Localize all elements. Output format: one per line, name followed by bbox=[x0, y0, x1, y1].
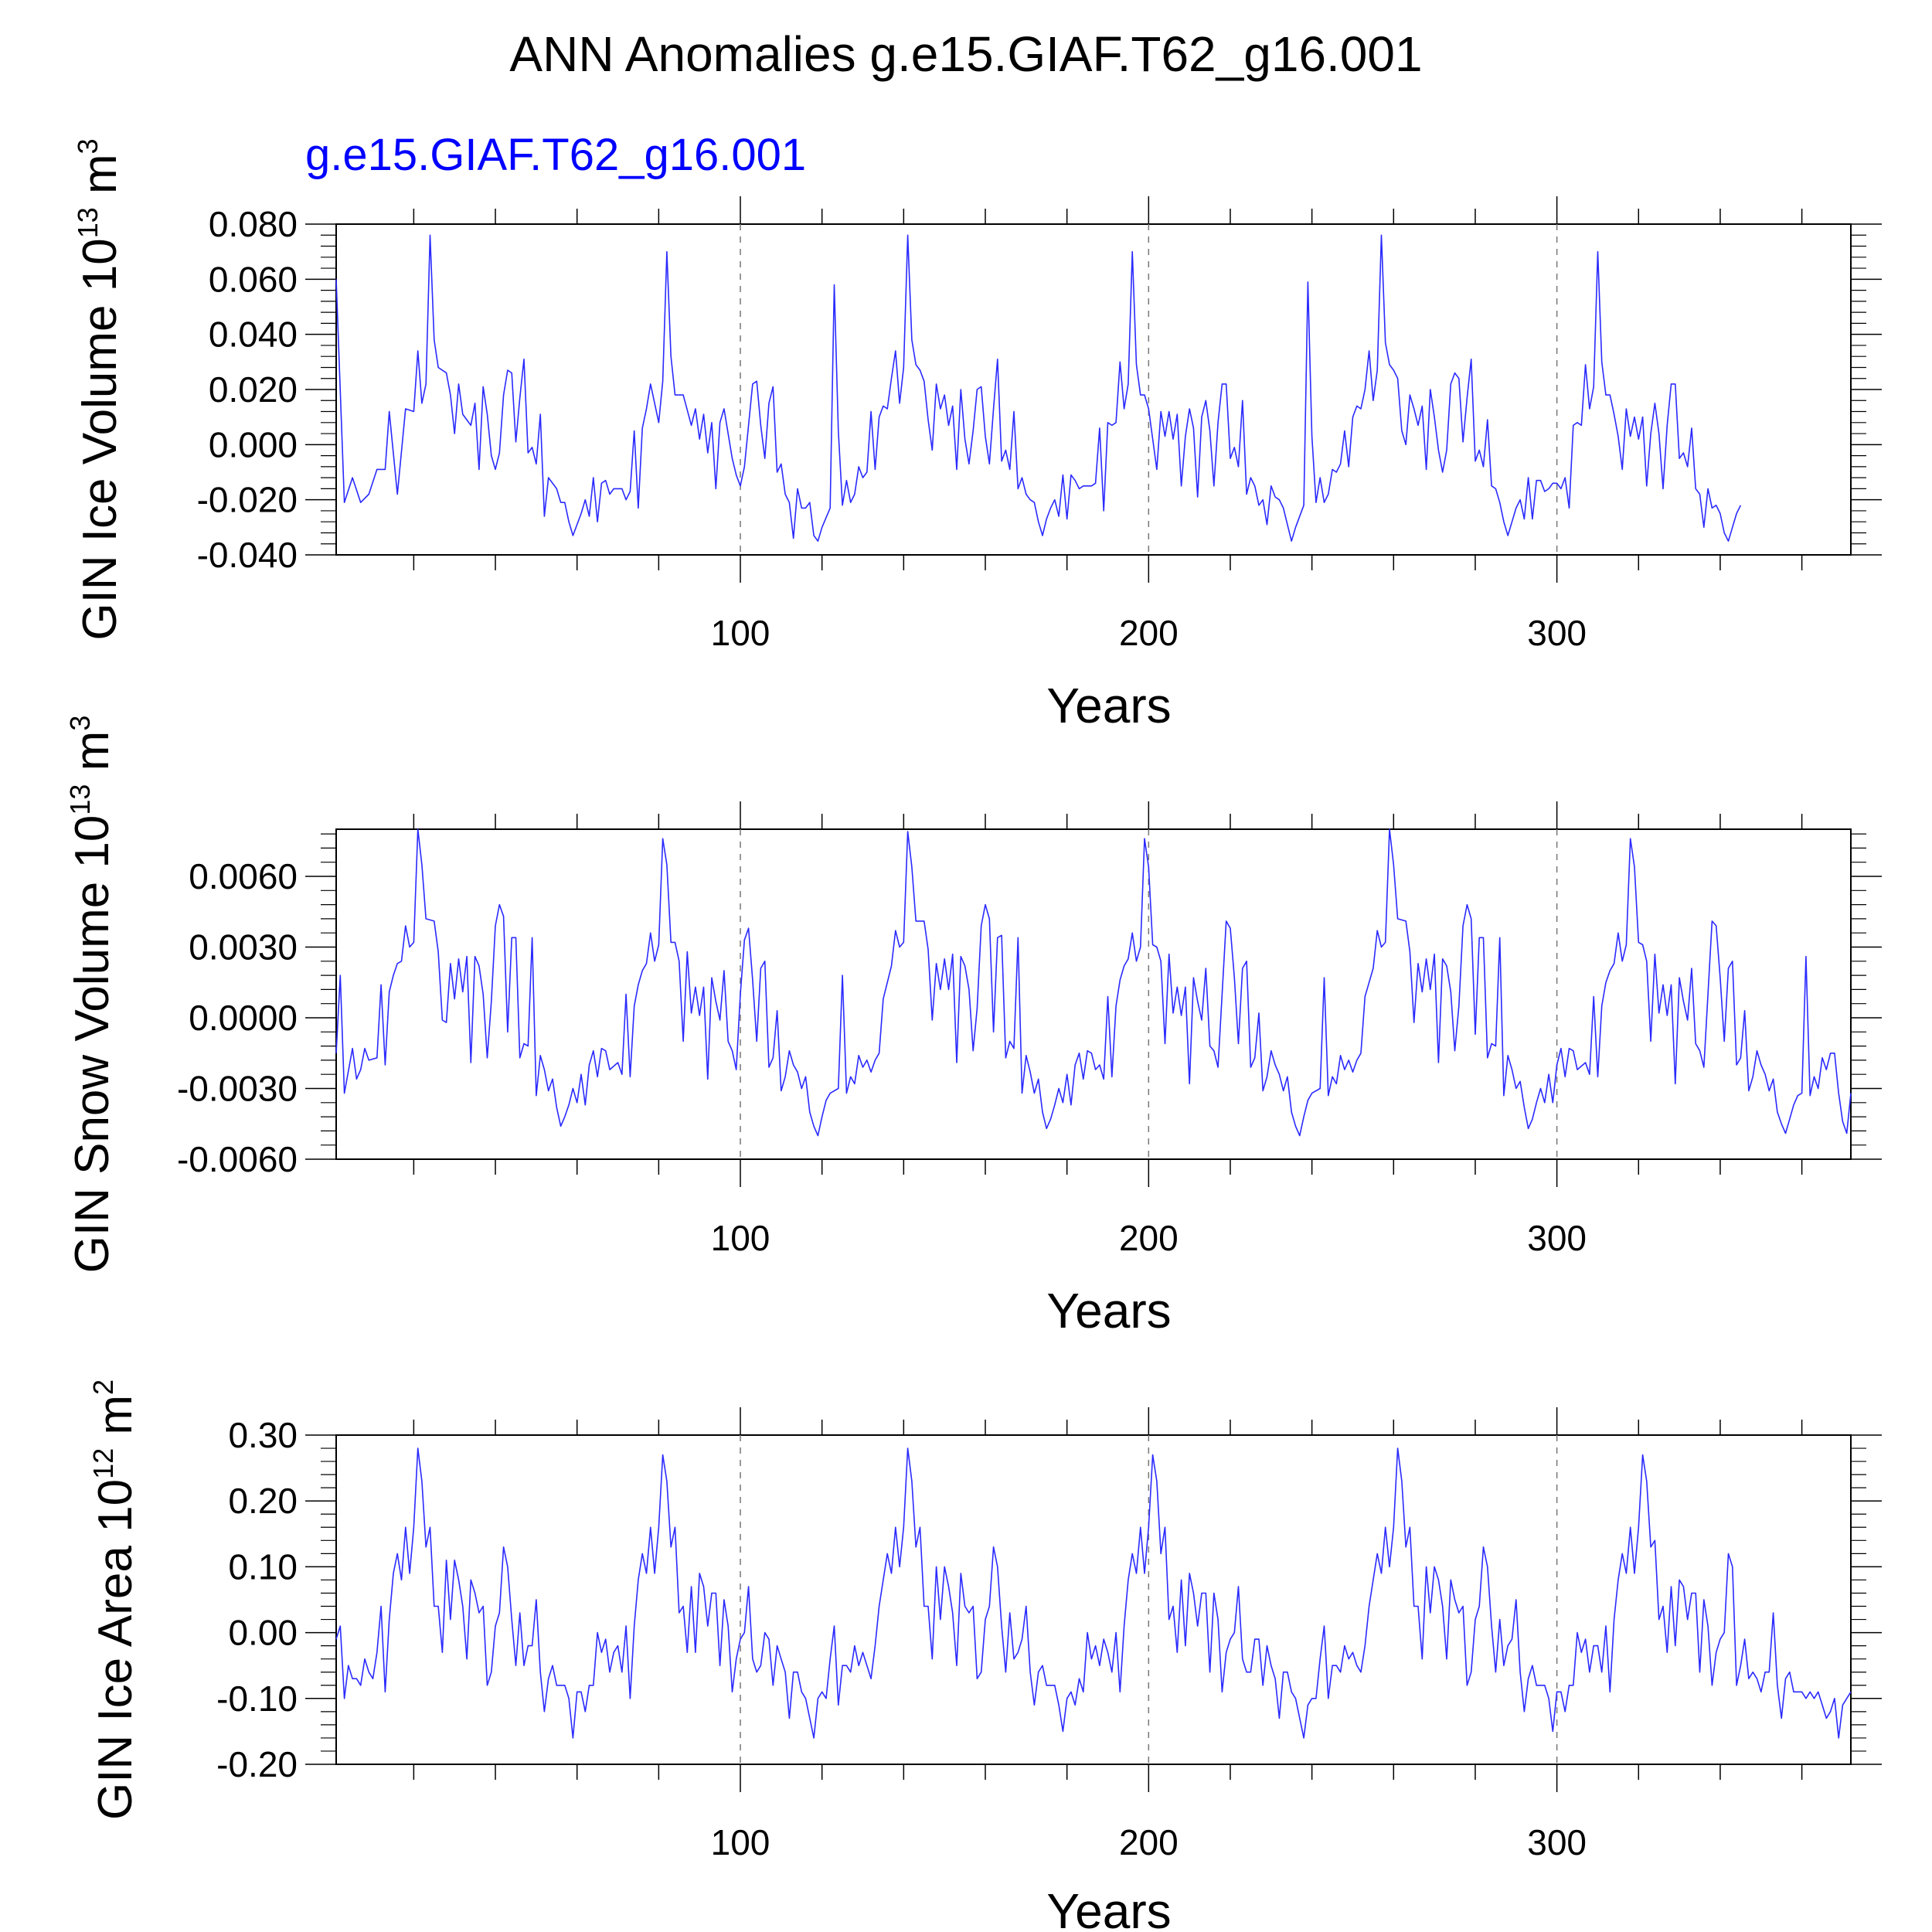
y-tick-label: -0.0030 bbox=[177, 1069, 298, 1109]
series-line-ice-area bbox=[335, 1447, 1852, 1739]
y-tick-label: 0.0030 bbox=[189, 927, 298, 968]
x-tick-label: 100 bbox=[711, 1218, 770, 1258]
x-tick-label: 200 bbox=[1119, 613, 1179, 653]
x-axis-label: Years bbox=[1046, 1283, 1171, 1338]
y-tick-label: 0.020 bbox=[209, 369, 298, 410]
y-axis-label-main: GIN Ice Volume 10 bbox=[73, 238, 127, 640]
panel-ice-volume: 100 200 300 -0.040 -0.020 0.000 0.020 0.040 0.06… bbox=[72, 138, 1882, 733]
x-tick-label: 200 bbox=[1119, 1218, 1179, 1258]
y-tick-label: 0.30 bbox=[228, 1415, 298, 1455]
y-axis-label: GIN Snow Volume 1013 m3 bbox=[64, 716, 119, 1274]
y-tick-label: 0.0000 bbox=[189, 998, 298, 1038]
y-axis-label-exp: 13 bbox=[64, 784, 96, 815]
plot-frame bbox=[335, 1434, 1852, 1765]
plot-frame bbox=[335, 223, 1852, 556]
x-tick-label: 200 bbox=[1119, 1822, 1179, 1862]
y-tick-label: 0.00 bbox=[228, 1613, 298, 1653]
y-axis-label-unit: m bbox=[73, 154, 127, 207]
y-axis-label-unit: m bbox=[66, 731, 119, 784]
y-tick-label: 0.10 bbox=[228, 1546, 298, 1587]
panels: 100 200 300 -0.040 -0.020 0.000 0.020 0.040 0.06… bbox=[64, 138, 1882, 1932]
y-tick-label: -0.020 bbox=[197, 480, 298, 520]
y-tick-label: 0.080 bbox=[209, 204, 298, 244]
series-line-ice-volume bbox=[335, 234, 1742, 543]
y-axis-label: GIN Ice Area 1012 m2 bbox=[87, 1379, 142, 1820]
y-axis-label-main: GIN Ice Area 10 bbox=[89, 1479, 142, 1820]
y-tick-label: -0.0060 bbox=[177, 1139, 298, 1179]
y-tick-label: 0.040 bbox=[209, 315, 298, 355]
x-axis-label: Years bbox=[1046, 1883, 1171, 1932]
y-axis-label: GIN Ice Volume 1013 m3 bbox=[72, 138, 127, 640]
y-tick-label: 0.060 bbox=[209, 259, 298, 299]
x-tick-label: 300 bbox=[1527, 1822, 1587, 1862]
y-axis-label-unit-exp: 2 bbox=[87, 1379, 119, 1395]
y-tick-label: 0.000 bbox=[209, 424, 298, 464]
series-line-snow-volume bbox=[335, 828, 1852, 1137]
y-axis-label-unit-exp: 3 bbox=[64, 716, 96, 731]
y-tick-label: -0.20 bbox=[216, 1744, 298, 1784]
y-axis-label-exp: 13 bbox=[72, 207, 104, 238]
plot-frame bbox=[335, 828, 1852, 1160]
y-axis-label-unit-exp: 3 bbox=[72, 138, 104, 154]
x-axis-label: Years bbox=[1046, 678, 1171, 733]
figure-title: ANN Anomalies g.e15.GIAF.T62_g16.001 bbox=[509, 26, 1422, 82]
x-tick-label: 300 bbox=[1527, 613, 1587, 653]
x-tick-label: 300 bbox=[1527, 1218, 1587, 1258]
x-tick-label: 100 bbox=[711, 1822, 770, 1862]
y-tick-label: 0.0060 bbox=[189, 856, 298, 896]
panel-snow-volume: 100 200 300 -0.0060 -0.0030 0.0000 0.0030 0.006… bbox=[64, 716, 1882, 1338]
y-tick-label: 0.20 bbox=[228, 1481, 298, 1521]
y-axis-label-main: GIN Snow Volume 10 bbox=[66, 815, 119, 1274]
panel-ice-area: 100 200 300 -0.20 -0.10 0.00 0.10 0.20 0.30 Years… bbox=[87, 1379, 1882, 1932]
x-tick-label: 100 bbox=[711, 613, 770, 653]
y-axis-label-exp: 12 bbox=[87, 1448, 119, 1479]
y-tick-label: -0.040 bbox=[197, 535, 298, 575]
figure-subtitle: g.e15.GIAF.T62_g16.001 bbox=[305, 130, 806, 180]
y-axis-label-unit: m bbox=[89, 1395, 142, 1448]
y-tick-label: -0.10 bbox=[216, 1679, 298, 1719]
